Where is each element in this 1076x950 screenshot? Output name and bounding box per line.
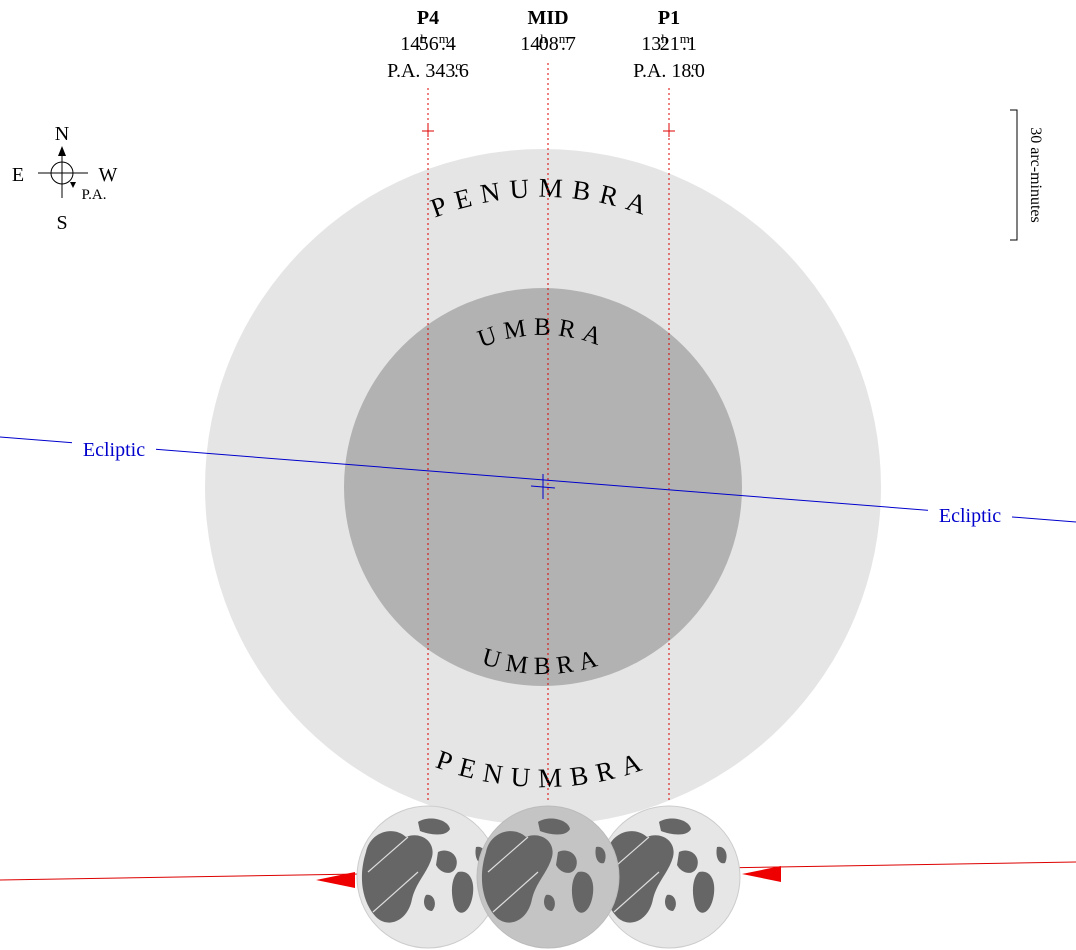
contact-time: 14h08m.7 (520, 31, 576, 55)
compass-e: E (12, 164, 24, 186)
scale-label: 30 arc-minutes (1027, 127, 1044, 223)
text-piece: 56 (419, 33, 439, 55)
contact-label: MID (527, 7, 568, 29)
compass-s: S (56, 212, 67, 234)
text-piece: .0 (690, 60, 705, 82)
text-piece: .7 (561, 33, 576, 55)
contact-label: P4 (417, 7, 439, 29)
contact-time: 13h21m.1 (641, 31, 697, 55)
compass-n: N (55, 123, 69, 145)
contact-label: P1 (658, 7, 680, 29)
text-piece: .6 (454, 60, 469, 82)
compass-pa: P.A. (81, 187, 106, 203)
moons (357, 806, 740, 948)
contact-time: 14h56m.4 (400, 31, 456, 55)
text-piece: P.A. 18 (633, 60, 691, 82)
compass: N E W S P.A. (12, 123, 118, 234)
text-piece: 14 (400, 33, 420, 55)
ecliptic-label: Ecliptic (939, 505, 1001, 527)
scale-bar: 30 arc-minutes (1010, 110, 1044, 240)
compass-w: W (99, 164, 118, 186)
contact-pa: P.A. 343o.6 (387, 58, 469, 82)
text-piece: 08 (539, 33, 559, 55)
text-piece: 13 (641, 33, 661, 55)
contact-crosses (422, 125, 675, 137)
text-piece: 14 (520, 33, 540, 55)
text-piece: .1 (682, 33, 697, 55)
eclipse-diagram: PENUMBRA UMBRA UMBRA PENUMBRA Ecliptic E… (0, 0, 1076, 950)
text-piece: 21 (660, 33, 680, 55)
contact-pa: P.A. 18o.0 (633, 58, 705, 82)
ecliptic-label: Ecliptic (83, 439, 145, 461)
text-piece: P.A. 343 (387, 60, 455, 82)
text-piece: .4 (441, 33, 456, 55)
